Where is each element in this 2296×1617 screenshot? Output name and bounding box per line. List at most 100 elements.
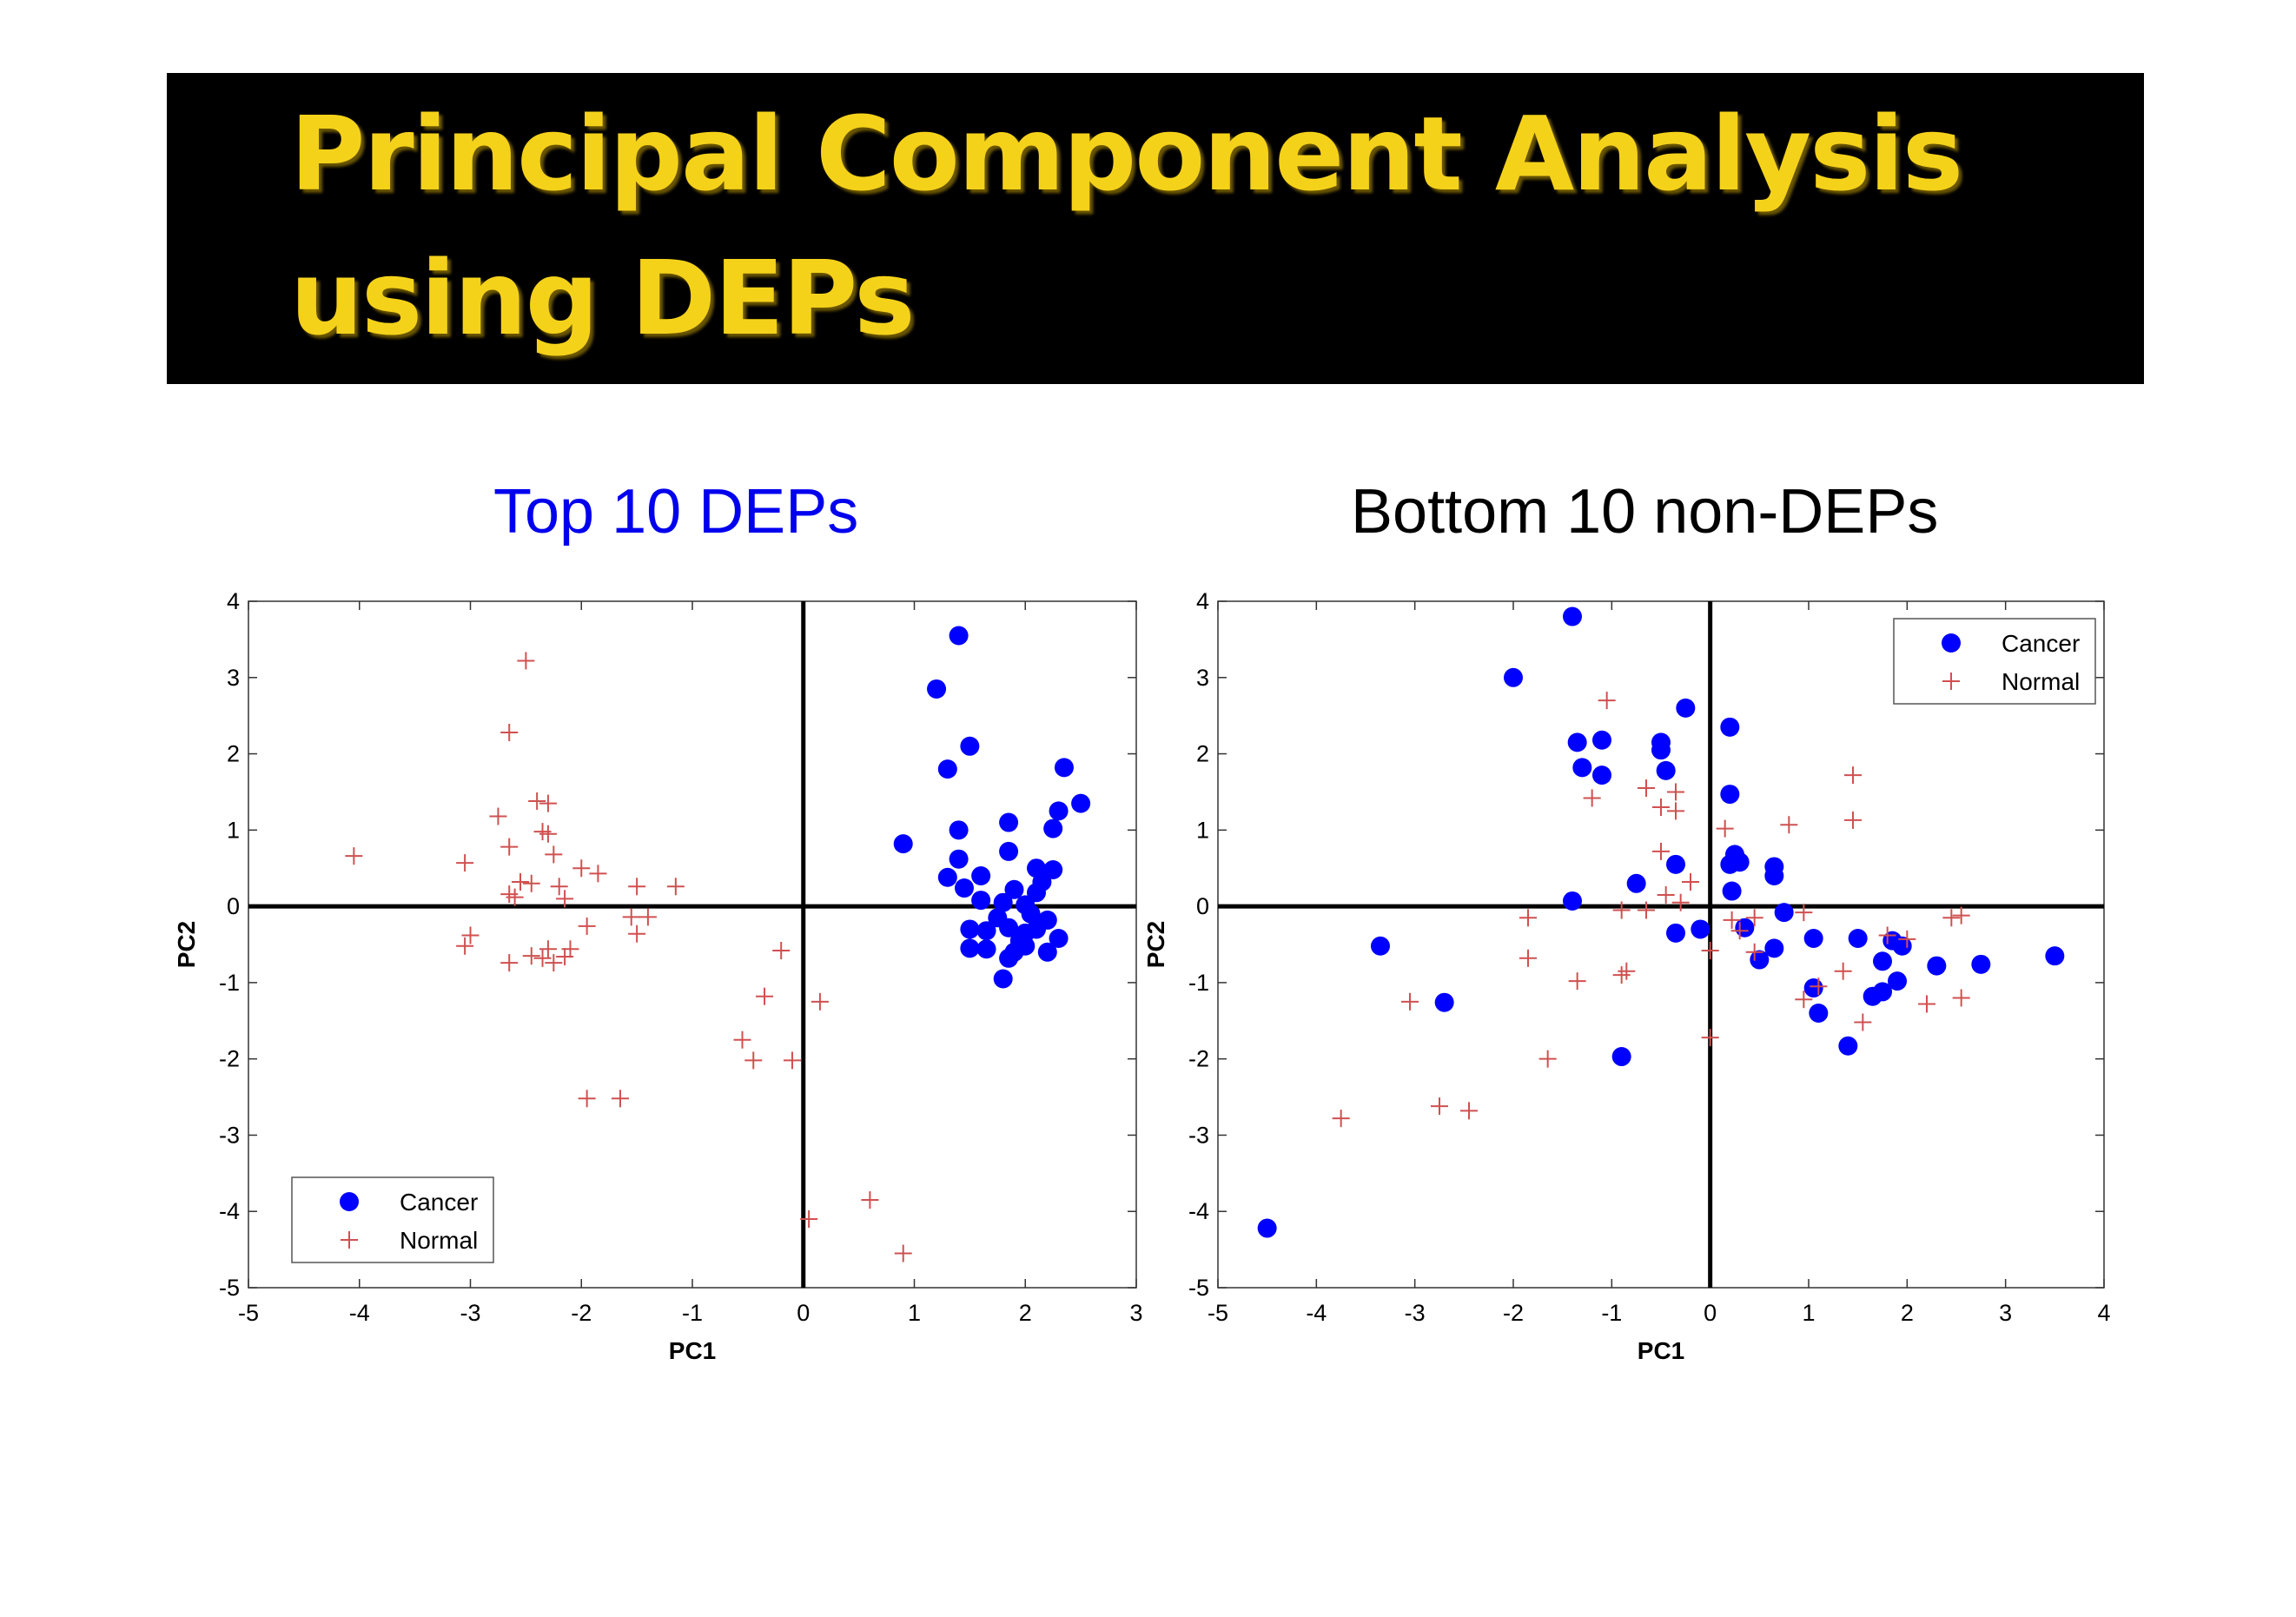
normal-point	[556, 948, 574, 966]
normal-point	[1519, 909, 1537, 927]
normal-point	[611, 1090, 629, 1108]
scatter-chart-top-10-deps: -5 -4 -3 -2 -1 0 1 2 3 -5 -4 -3 -2 -1 0 1 2 3 4 PC1 PC2 Cance…	[173, 588, 1143, 1364]
normal-point	[539, 794, 557, 812]
legend-cancer-marker	[1942, 633, 1961, 653]
y-tick-label: 3	[227, 665, 240, 691]
legend-box	[1893, 618, 2096, 705]
cancer-point	[1021, 904, 1041, 924]
legend-cancer-marker	[340, 1192, 359, 1211]
normal-point	[666, 878, 685, 896]
normal-point	[1638, 779, 1655, 798]
normal-point	[1878, 926, 1896, 944]
normal-point	[528, 792, 546, 810]
cancer-point	[1257, 1218, 1277, 1238]
cancer-point	[949, 849, 969, 869]
y-tick-label: -3	[219, 1122, 240, 1148]
cancer-point	[954, 878, 974, 898]
cancer-point	[1666, 923, 1685, 943]
cancer-point	[1567, 732, 1587, 752]
normal-point	[1701, 1029, 1719, 1047]
y-tick-label: 2	[227, 741, 240, 767]
normal-point	[628, 878, 646, 896]
title-banner: Principal Component Analysis using DEPs	[167, 73, 2144, 384]
cancer-point	[949, 820, 969, 840]
normal-point	[1730, 922, 1749, 940]
normal-point	[1795, 991, 1813, 1009]
normal-point	[1401, 992, 1419, 1011]
normal-point	[1598, 692, 1616, 710]
y-tick-label: -1	[1188, 970, 1209, 996]
normal-point	[1844, 811, 1862, 829]
x-tick-label: 4	[2097, 1300, 2110, 1326]
cancer-point	[1027, 883, 1047, 903]
cancer-point	[1666, 854, 1685, 874]
y-tick-label: -5	[219, 1275, 240, 1301]
cancer-point	[1592, 730, 1611, 750]
cancer-point	[976, 921, 996, 941]
normal-point	[1519, 949, 1537, 967]
cancer-point	[893, 834, 913, 854]
x-tick-label: 1	[908, 1300, 921, 1326]
normal-point	[572, 859, 591, 878]
x-tick-label: -3	[460, 1300, 480, 1326]
y-tick-label: -3	[1188, 1122, 1209, 1148]
x-tick-label: 0	[1704, 1300, 1717, 1326]
normal-point	[1667, 802, 1684, 820]
normal-point	[1667, 783, 1684, 801]
x-tick-label: 3	[1129, 1300, 1142, 1326]
normal-point	[578, 917, 596, 935]
x-tick-label: -2	[571, 1300, 592, 1326]
cancer-point	[1054, 758, 1074, 778]
cancer-point	[999, 812, 1019, 832]
normal-point	[461, 926, 480, 944]
cancer-point	[1927, 956, 1947, 976]
cancer-point	[993, 969, 1013, 989]
legend-normal-marker	[1942, 673, 1960, 690]
normal-point	[1701, 942, 1719, 960]
x-tick-label: 1	[1802, 1300, 1815, 1326]
x-tick-label: 2	[1019, 1300, 1032, 1326]
cancer-point	[2045, 946, 2065, 966]
normal-point	[489, 807, 507, 825]
cancer-point	[1691, 919, 1710, 939]
normal-point	[1612, 966, 1631, 984]
normal-point	[545, 845, 563, 864]
x-tick-label: -3	[1405, 1300, 1426, 1326]
normal-point	[550, 878, 568, 896]
cancer-point	[999, 918, 1019, 938]
normal-point	[545, 954, 563, 972]
cancer-point	[927, 679, 947, 699]
cancer-point	[1043, 818, 1063, 838]
cancer-point	[1720, 717, 1740, 737]
y-tick-label: 1	[227, 817, 240, 843]
normal-point	[506, 888, 524, 906]
normal-point	[1638, 901, 1655, 919]
cancer-point	[1563, 891, 1582, 911]
cancer-point	[1774, 903, 1794, 923]
cancer-point	[1764, 938, 1784, 958]
cancer-point	[1971, 954, 1991, 974]
normal-point	[1583, 789, 1601, 807]
slide-title-line-2: using DEPs	[290, 238, 915, 358]
normal-point	[1898, 930, 1916, 948]
normal-point	[756, 987, 774, 1005]
y-tick-label: 3	[1196, 665, 1209, 691]
normal-point	[1682, 873, 1699, 891]
normal-point	[1618, 962, 1636, 980]
normal-point	[539, 940, 557, 958]
cancer-point	[1037, 942, 1057, 962]
normal-point	[1810, 977, 1828, 996]
normal-point	[628, 924, 646, 943]
x-tick-label: -5	[238, 1300, 259, 1326]
normal-point	[1332, 1110, 1350, 1128]
normal-point	[1652, 799, 1670, 816]
y-tick-label: -2	[1188, 1046, 1209, 1072]
cancer-point	[1049, 801, 1069, 821]
normal-point	[522, 947, 540, 965]
normal-point	[578, 1090, 596, 1108]
cancer-point	[1809, 1004, 1829, 1023]
normal-point	[517, 652, 535, 670]
normal-point	[1854, 1013, 1872, 1031]
normal-point	[500, 838, 519, 856]
cancer-point	[993, 892, 1013, 912]
